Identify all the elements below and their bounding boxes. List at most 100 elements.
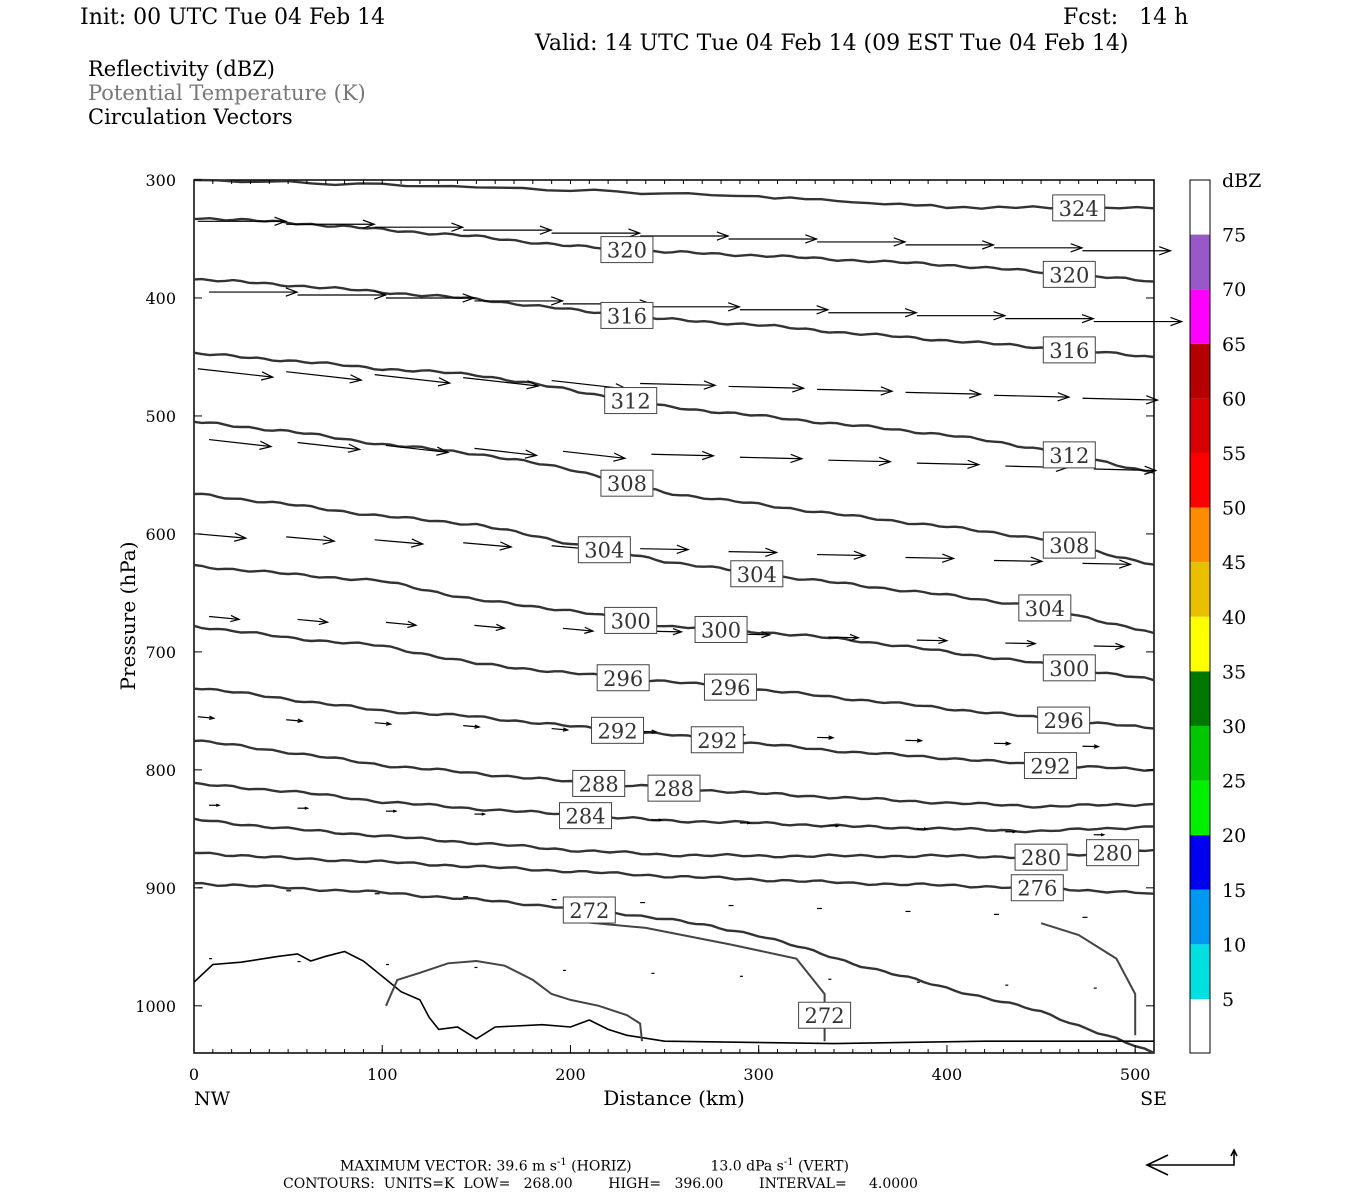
circulation-vector-head — [765, 547, 779, 557]
contour-label: 320 — [607, 239, 647, 263]
contour-label: 296 — [603, 667, 643, 691]
colorbar-segment — [1190, 289, 1210, 344]
circulation-vector-head — [628, 228, 642, 238]
circulation-vector-head — [805, 234, 819, 244]
circulation-vector-head — [880, 386, 894, 396]
circulation-vector-head — [701, 450, 716, 461]
colorbar-segment — [1190, 944, 1210, 999]
circulation-vector-head — [318, 617, 330, 626]
circulation-vector — [385, 444, 449, 454]
circulation-vector-head — [392, 809, 398, 813]
colorbar-label: 40 — [1222, 607, 1246, 629]
theta-contour-272 — [193, 881, 1155, 1055]
circulation-vector-head — [499, 541, 513, 551]
circulation-vector — [562, 627, 593, 632]
circulation-vector-head — [828, 735, 835, 740]
circulation-vector-head — [436, 446, 450, 456]
theta-contour-276 — [194, 851, 1155, 895]
circulation-vector-head — [322, 535, 336, 545]
circulation-vector-head — [703, 380, 717, 390]
circulation-vector-head — [1093, 744, 1101, 749]
circulation-vector-head — [550, 296, 565, 306]
contour-label-box — [690, 726, 744, 754]
circulation-vector-head — [259, 440, 273, 450]
contour-label: 312 — [1049, 444, 1089, 468]
colorbar-label: 65 — [1222, 334, 1246, 356]
theta-contour-284 — [193, 781, 1155, 834]
circulation-vector — [562, 450, 626, 459]
circulation-vector-head — [792, 383, 806, 393]
circulation-vector-head — [716, 231, 730, 241]
colorbar-label: 75 — [1222, 225, 1246, 247]
circulation-vector-head — [967, 459, 981, 470]
colorbar-segment — [1190, 453, 1210, 508]
circulation-vector-head — [216, 803, 221, 807]
circulation-vector-head — [904, 308, 919, 318]
circulation-vector — [817, 388, 893, 392]
theta-contour-320 — [193, 216, 1155, 283]
circulation-vector — [286, 536, 335, 542]
circulation-vector-head — [658, 818, 664, 822]
circulation-vector-head — [347, 443, 362, 453]
colorbar-segment — [1190, 180, 1210, 235]
contour-label: 292 — [697, 729, 737, 753]
theta-contour-272-inner — [385, 959, 643, 1042]
legend-theta: Potential Temperature (K) — [88, 81, 366, 105]
contour-label: 304 — [584, 539, 624, 563]
circulation-vector — [916, 639, 947, 642]
contour-label: 296 — [1044, 709, 1084, 733]
circulation-vector-head — [1012, 830, 1018, 834]
y-axis-ticks: 300 400 500 600 700 800 900 1000 — [135, 171, 1154, 1016]
contour-label: 308 — [1049, 534, 1089, 558]
theta-contour-300 — [193, 563, 1155, 682]
colorbar-label: 20 — [1222, 825, 1246, 847]
contour-label-box — [730, 560, 784, 588]
contour-label-box — [1042, 654, 1096, 682]
colorbar-segment — [1190, 835, 1210, 890]
circulation-vector — [993, 559, 1043, 562]
circulation-vector-head — [916, 738, 924, 743]
circulation-vector-head — [374, 290, 388, 300]
contour-label-box — [1037, 706, 1091, 734]
colorbar-label: 60 — [1222, 388, 1246, 410]
x-right-label: SE — [1140, 1088, 1167, 1110]
contour-label: 272 — [569, 899, 609, 923]
theta-contour-304 — [193, 492, 1155, 635]
contour-label: 292 — [597, 719, 637, 743]
contour-label: 320 — [1049, 263, 1089, 287]
circulation-vector-head — [539, 225, 553, 235]
contour-label-box — [1042, 336, 1096, 364]
colorbar-segment — [1190, 343, 1210, 399]
circulation-vector — [286, 371, 362, 381]
circulation-vector-head — [672, 628, 684, 636]
contour-label-box — [591, 716, 645, 744]
colorbar-label: 5 — [1222, 989, 1234, 1011]
colorbar-label: 15 — [1222, 880, 1246, 902]
circulation-vector-head — [349, 374, 363, 384]
theta-contour-308 — [193, 420, 1155, 566]
contour-label-box — [600, 469, 654, 497]
circulation-vector-head — [481, 812, 487, 816]
circulation-vector — [197, 533, 246, 539]
circulation-vector-head — [676, 544, 690, 555]
x-left-label: NW — [194, 1088, 231, 1110]
colorbar-label: 55 — [1222, 443, 1246, 465]
colorbar-label: 45 — [1222, 552, 1246, 574]
circulation-vector-head — [746, 821, 752, 825]
x-axis-ticks: 0 100 200 300 400 500 — [189, 180, 1150, 1084]
contour-label: 312 — [611, 390, 651, 414]
circulation-vector-head — [410, 538, 425, 548]
theta-contour-312 — [193, 351, 1155, 474]
contour-label-box — [1042, 260, 1096, 288]
colorbar-segment — [1190, 507, 1210, 563]
contour-label-box — [600, 236, 654, 264]
colorbar-segment — [1190, 616, 1210, 672]
circulation-vector — [474, 447, 537, 456]
circulation-vector-head — [584, 626, 595, 634]
circulation-vector-head — [474, 724, 481, 729]
circulation-vector — [374, 374, 450, 384]
y-axis-label: Pressure (hPa) — [116, 542, 140, 691]
circulation-vector — [297, 618, 328, 623]
circulation-vector-head — [526, 380, 540, 390]
